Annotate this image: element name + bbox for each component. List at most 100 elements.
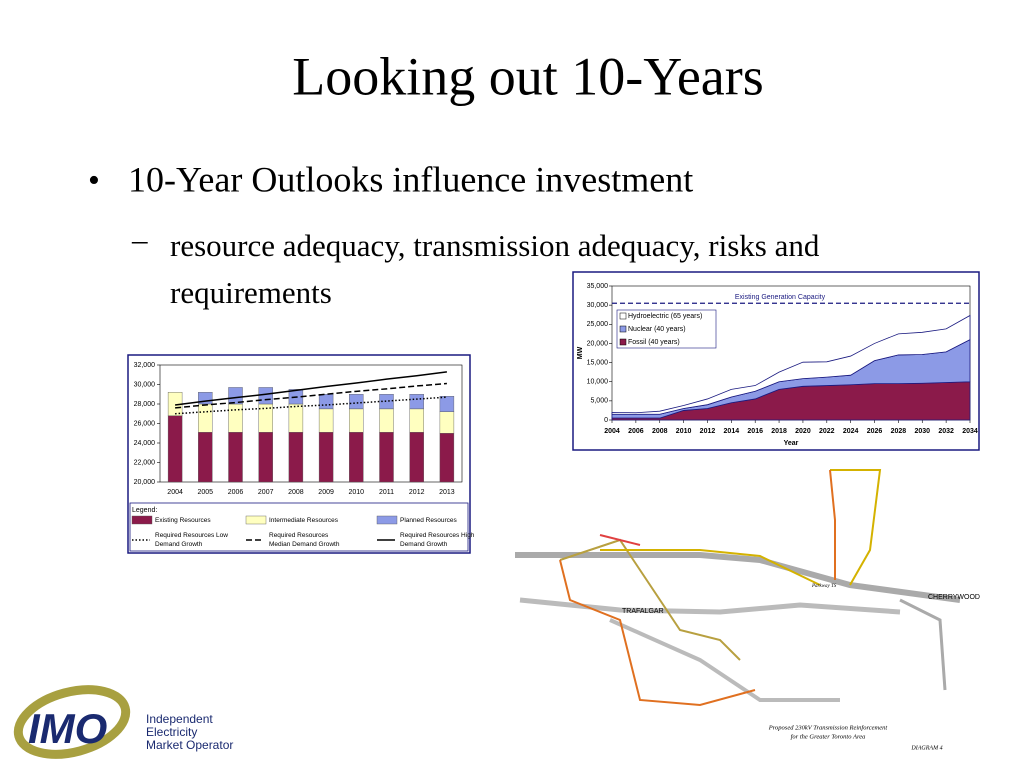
logo-text: Electricity xyxy=(146,725,197,739)
area xyxy=(611,314,971,415)
x-tick-label: 2006 xyxy=(628,428,644,435)
x-tick-label: 2022 xyxy=(819,428,835,435)
legend-label: Required Resources High Demand Growth xyxy=(400,532,475,548)
bar xyxy=(198,403,213,433)
reference-label: Existing Generation Capacity xyxy=(735,294,826,301)
y-tick-label: 0 xyxy=(604,417,608,424)
legend-label: Hydroelectric (65 years) xyxy=(628,313,702,320)
x-tick-label: 2012 xyxy=(409,489,425,496)
y-tick-label: 24,000 xyxy=(134,440,156,447)
map-label: Parkway TS xyxy=(811,584,837,589)
legend-frame xyxy=(616,309,717,349)
map-line xyxy=(515,552,961,603)
y-tick-label: 30,000 xyxy=(134,381,156,388)
legend-frame xyxy=(129,502,469,552)
x-tick-label: 2026 xyxy=(867,428,883,435)
logo-text: Independent xyxy=(146,712,213,726)
bar xyxy=(198,432,213,483)
bar xyxy=(349,432,364,483)
x-tick-label: 2009 xyxy=(318,489,334,496)
legend-swatch xyxy=(619,312,627,320)
legend-label: Existing Resources xyxy=(155,517,211,524)
x-tick-label: 2007 xyxy=(258,489,274,496)
y-tick-label: 25,000 xyxy=(587,321,609,328)
map-number: DIAGRAM 4 xyxy=(910,744,942,751)
dash-symbol: – xyxy=(131,222,148,257)
x-tick-label: 2032 xyxy=(938,428,954,435)
bar xyxy=(198,392,213,405)
legend-label: Required Resources Low Demand Growth xyxy=(155,532,228,548)
bar xyxy=(258,432,273,483)
bar xyxy=(318,432,334,483)
y-tick-label: 28,000 xyxy=(134,401,156,408)
x-tick-label: 2006 xyxy=(228,489,244,496)
x-tick-label: 2013 xyxy=(439,489,455,496)
map-caption: for the Greater Toronto Area xyxy=(791,733,866,740)
x-tick-label: 2030 xyxy=(914,428,930,435)
y-tick-label: 26,000 xyxy=(134,420,156,427)
y-tick-label: 20,000 xyxy=(587,340,609,347)
bar xyxy=(439,411,455,434)
map-line xyxy=(899,598,947,691)
x-axis-label: Year xyxy=(784,440,799,447)
x-tick-label: 2014 xyxy=(724,428,740,435)
legend-label-box: Required Resources Median Demand Growth xyxy=(269,532,339,548)
legend-label: Fossil (40 years) xyxy=(628,339,680,346)
demand-line xyxy=(175,371,447,406)
y-tick-label: 32,000 xyxy=(134,362,156,369)
bar xyxy=(409,394,424,410)
bar xyxy=(288,403,304,433)
y-tick-label: 15,000 xyxy=(587,359,609,366)
bar xyxy=(409,432,424,483)
y-tick-label: 5,000 xyxy=(590,398,608,405)
bar xyxy=(379,432,394,483)
x-tick-label: 2010 xyxy=(676,428,692,435)
legend-label-box: Existing Resources xyxy=(155,517,211,524)
legend-swatch xyxy=(619,325,627,333)
legend-swatch xyxy=(131,515,153,525)
legend-label: Planned Resources xyxy=(400,517,457,524)
map-line xyxy=(609,618,840,702)
map-caption: Proposed 230kV Transmission Reinforcemen… xyxy=(768,724,888,731)
logo-ring xyxy=(13,685,131,759)
legend-label-box: Required Resources High Demand Growth xyxy=(400,532,475,548)
map-line xyxy=(559,538,741,661)
legend-title: Legend: xyxy=(132,507,157,514)
legend-label: Intermediate Resources xyxy=(269,517,339,524)
bar xyxy=(167,415,183,483)
x-tick-label: 2024 xyxy=(843,428,859,435)
bar xyxy=(258,387,273,405)
x-tick-label: 2028 xyxy=(891,428,907,435)
map xyxy=(515,469,961,707)
x-tick-label: 2004 xyxy=(604,428,620,435)
x-tick-label: 2004 xyxy=(167,489,183,496)
bar xyxy=(349,408,364,433)
demand-line xyxy=(175,382,447,409)
y-tick-label: 35,000 xyxy=(587,283,609,290)
legend-label-box: Required Resources Low Demand Growth xyxy=(155,532,228,548)
x-tick-label: 2008 xyxy=(288,489,304,496)
x-tick-label: 2034 xyxy=(962,428,978,435)
x-tick-label: 2020 xyxy=(795,428,811,435)
y-tick-label: 10,000 xyxy=(587,379,609,386)
bar xyxy=(409,408,424,433)
x-tick-label: 2005 xyxy=(198,489,214,496)
map-line xyxy=(559,559,756,707)
legend-label-box: Planned Resources xyxy=(400,517,457,524)
y-tick-label: 22,000 xyxy=(134,459,156,466)
sub-bullet: resource adequacy, transmission adequacy… xyxy=(170,228,820,310)
y-tick-label: 30,000 xyxy=(587,302,609,309)
legend-label: Nuclear (40 years) xyxy=(628,326,686,333)
logo-text: Market Operator xyxy=(146,738,233,752)
y-axis-label: MW xyxy=(577,346,584,359)
bar xyxy=(349,394,364,410)
x-tick-label: 2008 xyxy=(652,428,668,435)
slide-title: Looking out 10-Years xyxy=(292,46,764,106)
legend-swatch xyxy=(245,515,267,525)
x-tick-label: 2011 xyxy=(379,489,394,496)
x-tick-label: 2016 xyxy=(747,428,763,435)
bullet-symbol: • xyxy=(88,162,100,199)
legend-swatch xyxy=(376,515,398,525)
